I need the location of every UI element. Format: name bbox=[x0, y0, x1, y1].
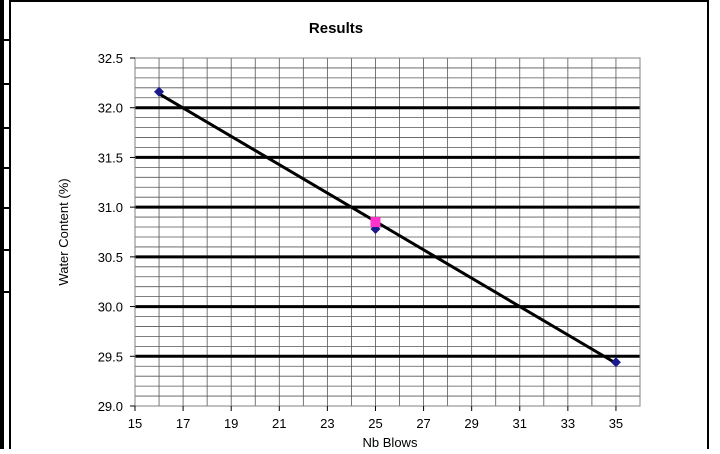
left-stubs bbox=[0, 39, 10, 293]
x-tick-label-27: 27 bbox=[416, 416, 430, 431]
x-tick-label-25: 25 bbox=[368, 416, 382, 431]
x-tick-label-17: 17 bbox=[176, 416, 190, 431]
y-tick-label-31.5: 31.5 bbox=[98, 150, 123, 165]
y-tick-label-29.0: 29.0 bbox=[98, 399, 123, 414]
plot-area-border bbox=[134, 57, 641, 407]
x-tick-label-29: 29 bbox=[464, 416, 478, 431]
left-frame-edge bbox=[0, 0, 4, 449]
y-tick-label-32.5: 32.5 bbox=[98, 51, 123, 66]
x-tick-label-31: 31 bbox=[513, 416, 527, 431]
x-tick-label-33: 33 bbox=[561, 416, 575, 431]
x-tick-label-21: 21 bbox=[272, 416, 286, 431]
x-tick-label-19: 19 bbox=[224, 416, 238, 431]
major-grid bbox=[135, 106, 640, 358]
x-tick-label-23: 23 bbox=[320, 416, 334, 431]
x-tick-label-15: 15 bbox=[128, 416, 142, 431]
y-axis-ticks: 29.0 29.5 30.0 30.5 31.0 31.5 32.0 32.5 bbox=[98, 51, 135, 414]
trend-line bbox=[158, 92, 617, 365]
y-tick-label-30.5: 30.5 bbox=[98, 250, 123, 265]
series-layer bbox=[154, 86, 621, 368]
chart-title: Results bbox=[309, 20, 363, 37]
y-axis-label: Water Content (%) bbox=[56, 178, 71, 285]
diamond-point-2 bbox=[610, 357, 621, 368]
minor-grid bbox=[135, 58, 640, 406]
diamond-point-0 bbox=[154, 86, 165, 97]
y-tick-label-31.0: 31.0 bbox=[98, 200, 123, 215]
x-tick-label-35: 35 bbox=[609, 416, 623, 431]
x-axis-ticks: 15 17 19 21 23 25 27 29 31 33 35 bbox=[128, 406, 623, 431]
y-tick-label-30.0: 30.0 bbox=[98, 300, 123, 315]
y-tick-label-32.0: 32.0 bbox=[98, 101, 123, 116]
y-tick-label-29.5: 29.5 bbox=[98, 349, 123, 364]
square-point-0 bbox=[370, 217, 381, 228]
x-axis-label: Nb Blows bbox=[363, 435, 418, 449]
